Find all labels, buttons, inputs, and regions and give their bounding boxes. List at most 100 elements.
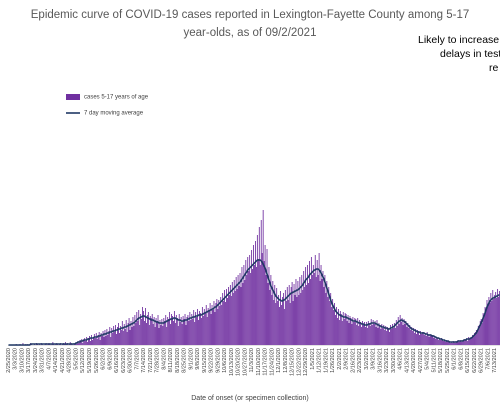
bar — [303, 271, 305, 345]
bar — [383, 325, 385, 345]
bar — [111, 328, 113, 345]
bar — [375, 327, 377, 345]
bar — [116, 334, 117, 345]
bar — [102, 331, 104, 345]
x-tick-label: 8/11/2020 — [168, 348, 174, 372]
bar — [129, 330, 131, 345]
bar — [422, 332, 424, 345]
annotation: re — [489, 62, 498, 74]
bar — [347, 315, 349, 345]
bar — [333, 310, 335, 345]
bar — [207, 308, 209, 345]
bar — [327, 297, 329, 345]
bar — [465, 340, 467, 345]
x-tick-label: 11/3/2020 — [249, 348, 255, 372]
bar — [447, 342, 449, 345]
bar — [307, 265, 308, 345]
x-tick-label: 9/1/2020 — [188, 348, 194, 370]
bar — [181, 324, 183, 345]
bar — [152, 324, 154, 345]
x-tick-label: 5/19/2020 — [87, 348, 93, 373]
x-tick-label: 12/29/2020 — [303, 348, 309, 376]
bar — [290, 287, 292, 345]
bar — [242, 283, 244, 345]
bar — [158, 328, 160, 345]
bar — [256, 235, 258, 345]
bar — [329, 301, 331, 345]
bar — [481, 323, 483, 345]
x-tick-label: 4/20/2021 — [411, 348, 417, 373]
bar — [225, 302, 226, 345]
bar — [258, 227, 260, 345]
bar — [474, 332, 476, 345]
bar — [164, 321, 166, 345]
bar — [241, 267, 243, 345]
bar — [199, 311, 200, 345]
bar — [268, 267, 270, 345]
bar — [296, 297, 298, 345]
bar — [448, 341, 450, 345]
bar — [430, 336, 432, 345]
bar — [86, 337, 88, 345]
bar — [295, 279, 297, 345]
x-tick-label: 5/4/2021 — [425, 348, 431, 370]
bar — [234, 291, 236, 345]
bar — [493, 299, 495, 345]
bar — [275, 303, 277, 345]
x-tick-label: 10/13/2020 — [229, 348, 235, 376]
bar — [271, 295, 273, 345]
bar — [92, 337, 94, 345]
bar — [477, 326, 479, 345]
bar — [471, 337, 472, 345]
bar — [344, 313, 346, 345]
bar — [443, 341, 444, 345]
bar — [362, 321, 363, 345]
bar — [180, 317, 182, 345]
x-tick-label: 2/2/2021 — [337, 348, 343, 370]
x-tick-label: 3/2/2021 — [364, 348, 370, 370]
bar — [288, 285, 290, 345]
bar — [334, 303, 335, 345]
bar — [223, 301, 225, 345]
bar — [317, 275, 319, 345]
bar — [405, 321, 407, 345]
x-tick-label: 10/20/2020 — [236, 348, 242, 376]
bar — [394, 328, 396, 345]
bar — [486, 300, 488, 345]
moving-average-line — [8, 259, 500, 346]
x-tick-label: 3/10/2020 — [19, 348, 25, 373]
bar — [88, 338, 89, 345]
bar — [490, 293, 492, 345]
bar — [497, 289, 499, 345]
bar — [299, 277, 301, 345]
bar — [230, 296, 232, 345]
bar — [146, 323, 147, 345]
bar — [366, 328, 368, 345]
bar — [294, 295, 296, 345]
bar — [398, 324, 400, 345]
bar — [370, 319, 372, 345]
bar — [454, 343, 456, 345]
bar — [229, 285, 231, 345]
bar — [274, 285, 276, 345]
bar — [182, 316, 184, 345]
bar — [176, 318, 178, 345]
bar — [400, 322, 402, 345]
bar — [214, 312, 216, 345]
x-tick-label: 6/8/2021 — [458, 348, 464, 370]
bar — [238, 286, 240, 345]
bar — [191, 314, 193, 345]
bar — [460, 340, 462, 345]
x-tick-label: 11/10/2020 — [256, 348, 262, 376]
bar — [392, 328, 394, 345]
bar — [200, 318, 202, 345]
bar — [244, 280, 246, 345]
bar — [291, 282, 293, 345]
bar — [441, 338, 443, 345]
x-tick-label: 7/6/2021 — [485, 348, 491, 370]
bar — [96, 339, 98, 345]
bar — [154, 327, 156, 345]
x-tick-label: 1/5/2021 — [310, 348, 316, 370]
bar — [480, 319, 482, 345]
bar — [219, 306, 221, 345]
